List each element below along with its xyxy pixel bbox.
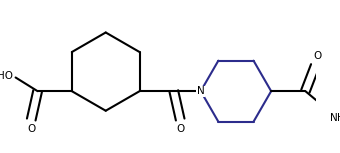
Text: NH$_2$: NH$_2$: [329, 111, 340, 125]
Text: HO: HO: [0, 71, 13, 80]
Text: O: O: [313, 51, 322, 61]
Text: N: N: [197, 86, 205, 96]
Text: O: O: [176, 124, 184, 134]
Text: O: O: [27, 124, 35, 134]
